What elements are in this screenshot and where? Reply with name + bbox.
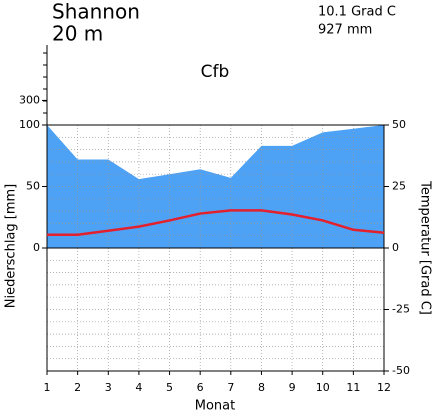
y2-tick-label: -50 (392, 364, 410, 377)
y-tick-label: 0 (33, 241, 40, 254)
y2-tick-label: 50 (392, 118, 406, 131)
y2-tick-label: 25 (392, 180, 406, 193)
x-tick-label: 3 (105, 381, 112, 394)
y2-tick-label: 0 (392, 241, 399, 254)
annotation: 10.1 Grad C (318, 5, 396, 20)
x-tick-label: 8 (258, 381, 265, 394)
x-tick-label: 5 (166, 381, 173, 394)
y2-tick-label: -25 (392, 303, 410, 316)
y-tick-label: 100 (19, 118, 40, 131)
x-tick-label: 9 (289, 381, 296, 394)
y-tick-label: 50 (26, 180, 40, 193)
x-tick-label: 2 (74, 381, 81, 394)
annotation: Cfb (201, 62, 230, 82)
temperature-line (47, 209, 385, 236)
x-tick-label: 12 (377, 381, 391, 394)
y2-axis-label: Temperatur [Grad C] (418, 180, 433, 315)
x-tick-label: 10 (316, 381, 330, 394)
annotation: 927 mm (318, 23, 372, 38)
x-tick-label: 6 (197, 381, 204, 394)
x-tick-label: 1 (44, 381, 51, 394)
chart-title: Shannon (52, 0, 140, 24)
x-tick-label: 4 (135, 381, 142, 394)
y-tick-label: 300 (19, 93, 40, 106)
x-tick-label: 11 (346, 381, 360, 394)
chart-subtitle: 20 m (52, 22, 103, 46)
x-axis-label: Monat (195, 399, 235, 414)
x-tick-label: 7 (227, 381, 234, 394)
y-axis-label: Niederschlag [mm] (4, 184, 19, 309)
